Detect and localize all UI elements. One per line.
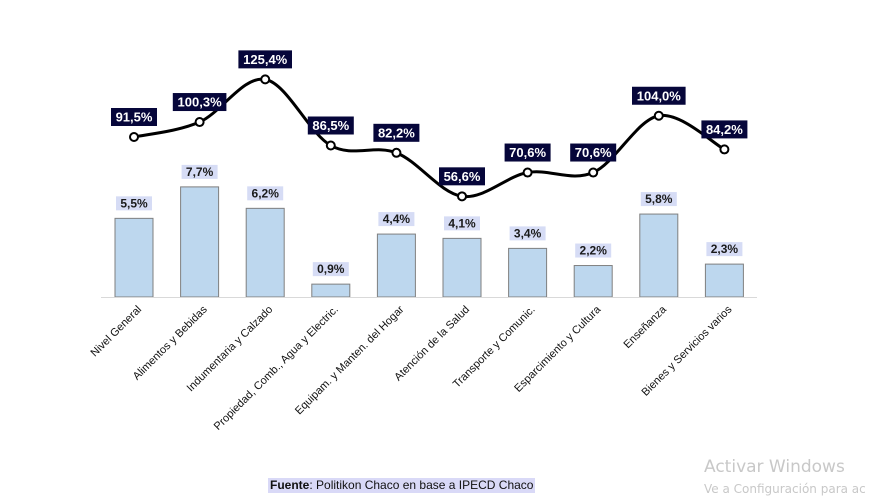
bar bbox=[442, 237, 482, 298]
bar-value-label-bg bbox=[247, 186, 284, 201]
line-value-label-bg bbox=[172, 93, 227, 112]
x-tick-label: Enseñanza bbox=[622, 303, 670, 351]
line-point bbox=[260, 74, 271, 85]
line-value-label: 86,5% bbox=[307, 116, 354, 135]
watermark-title: Activar Windows bbox=[704, 457, 845, 477]
bar-value-label: 4,4% bbox=[378, 212, 415, 227]
line-value-text: 104,0% bbox=[637, 88, 682, 103]
bar-value-text: 7,7% bbox=[186, 165, 214, 179]
line-value-label: 125,4% bbox=[238, 50, 292, 69]
x-tick-label: Nivel General bbox=[89, 304, 145, 360]
bar-value-label: 0,9% bbox=[312, 262, 349, 277]
line-value-text: 56,6% bbox=[444, 169, 481, 184]
x-tick-label: Propiedad, Comb., Agua y Electric. bbox=[212, 304, 341, 433]
line-value-text: 82,2% bbox=[378, 125, 415, 140]
bar bbox=[245, 207, 285, 298]
line-value-text: 84,2% bbox=[706, 122, 743, 137]
line-point bbox=[194, 117, 205, 128]
bar-value-label: 5,8% bbox=[640, 192, 677, 207]
bar-value-text: 4,4% bbox=[383, 212, 411, 226]
bar bbox=[114, 217, 154, 298]
bar-value-label-bg bbox=[378, 212, 415, 227]
bar bbox=[573, 265, 613, 298]
bar-value-label: 5,5% bbox=[116, 196, 152, 211]
bar-value-text: 4,1% bbox=[448, 216, 476, 230]
line-value-text: 70,6% bbox=[509, 145, 546, 160]
line-path bbox=[133, 77, 726, 199]
bar bbox=[508, 247, 548, 298]
line-value-label-bg bbox=[701, 120, 748, 139]
line-value-label: 100,3% bbox=[172, 93, 227, 112]
line-value-label-bg bbox=[111, 108, 157, 126]
bar-value-label-bg bbox=[181, 164, 218, 179]
bar-value-label-bg bbox=[575, 243, 612, 258]
line-value-label-bg bbox=[373, 123, 420, 142]
line-value-text: 70,6% bbox=[575, 145, 612, 160]
bar-series: 5,5% 7,7% 6,2% 0,9% 4,4% 4,1% 3,4% 2,2% 5,8% 2,3% bbox=[114, 164, 744, 298]
bar-value-label: 6,2% bbox=[247, 186, 284, 201]
line-value-label: 104,0% bbox=[632, 86, 686, 105]
source-label: Fuente bbox=[270, 478, 310, 492]
line-value-label: 84,2% bbox=[701, 120, 748, 139]
bar-value-label-bg bbox=[640, 192, 677, 207]
line-value-label-bg bbox=[504, 143, 551, 162]
bar-value-label: 4,1% bbox=[444, 216, 480, 231]
line-value-text: 91,5% bbox=[116, 110, 153, 125]
bar-value-label-bg bbox=[706, 242, 743, 257]
line-point bbox=[129, 132, 139, 142]
line-value-text: 100,3% bbox=[178, 95, 223, 110]
line-point bbox=[588, 167, 599, 178]
bar-value-label-bg bbox=[312, 262, 349, 277]
bar-value-text: 2,2% bbox=[580, 244, 608, 258]
line-value-label: 70,6% bbox=[504, 143, 551, 162]
source-text: : Politikon Chaco en base a IPECD Chaco bbox=[309, 478, 534, 492]
line-value-label-bg bbox=[570, 143, 617, 162]
line-value-label-bg bbox=[238, 50, 292, 69]
bar-value-label: 2,2% bbox=[575, 243, 612, 258]
bar-value-label: 7,7% bbox=[181, 164, 218, 179]
line-value-text: 86,5% bbox=[312, 118, 349, 133]
bar-value-label-bg bbox=[444, 216, 480, 231]
bar bbox=[376, 233, 416, 298]
bar bbox=[639, 213, 679, 298]
line-point bbox=[325, 140, 336, 151]
x-tick-label: Alimentos y Bebidas bbox=[131, 303, 210, 382]
line-point bbox=[457, 191, 467, 202]
bar-value-text: 0,9% bbox=[317, 262, 345, 276]
bar bbox=[180, 186, 220, 298]
x-tick-label: Equipam. y Manten. del Hogar bbox=[293, 303, 407, 417]
bar-value-text: 5,5% bbox=[120, 196, 148, 210]
line-value-label-bg bbox=[439, 167, 485, 186]
line-value-label-bg bbox=[307, 116, 354, 135]
bar bbox=[311, 283, 351, 298]
line-value-label: 82,2% bbox=[373, 123, 420, 142]
bar-value-label: 3,4% bbox=[509, 226, 546, 241]
bar-value-text: 5,8% bbox=[645, 192, 673, 206]
bar-value-text: 2,3% bbox=[711, 242, 739, 256]
bar-value-label-bg bbox=[116, 196, 152, 211]
bar-value-label: 2,3% bbox=[706, 242, 743, 257]
line-series: 91,5% 100,3% 125,4% 86,5% 82,2% 56,6% 70,6% 70,… bbox=[111, 50, 748, 202]
windows-activation-watermark: Activar Windows Ve a Configuración para … bbox=[704, 456, 866, 497]
line-value-text: 125,4% bbox=[243, 52, 288, 67]
line-value-label: 70,6% bbox=[570, 143, 617, 162]
line-point bbox=[522, 167, 533, 178]
line-point bbox=[653, 110, 664, 121]
source-note: Fuente: Politikon Chaco en base a IPECD … bbox=[268, 478, 536, 493]
bar-value-text: 3,4% bbox=[514, 226, 542, 240]
line-value-label: 56,6% bbox=[439, 167, 485, 186]
line-value-label: 91,5% bbox=[111, 108, 157, 126]
bar bbox=[704, 263, 744, 298]
line-value-label-bg bbox=[632, 86, 686, 105]
bar-value-label-bg bbox=[509, 226, 546, 241]
watermark-subtitle: Ve a Configuración para ac bbox=[704, 482, 866, 496]
line-point bbox=[719, 144, 730, 155]
bar-value-text: 6,2% bbox=[252, 186, 280, 200]
line-point bbox=[391, 147, 402, 158]
